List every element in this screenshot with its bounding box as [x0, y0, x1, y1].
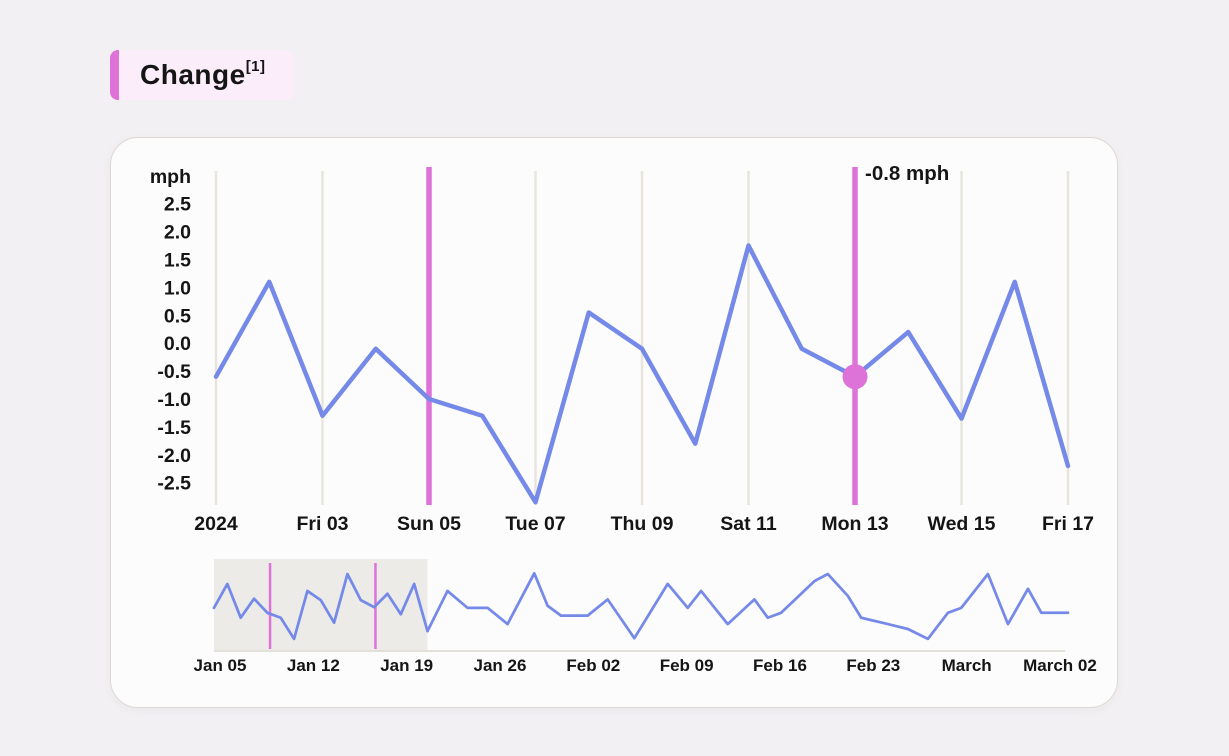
y-axis-unit-label: mph: [150, 166, 191, 188]
chart-card: 2.5 2.0 1.5 1.0 0.5 0.0 -0.5 -1.0 -1.5 -2.0 -2.5 mp…: [110, 137, 1118, 708]
y-tick-label: -2.5: [157, 473, 191, 495]
y-tick-label: 0.5: [164, 305, 191, 327]
y-tick-label: -1.5: [157, 417, 191, 439]
y-tick-label: -0.5: [157, 361, 191, 383]
y-tick-label: 2.0: [164, 222, 191, 244]
title-label: Change: [140, 59, 246, 90]
main-x-tick-label: Fri 17: [1042, 513, 1094, 535]
y-tick-label: 0.0: [164, 333, 191, 355]
selected-value-label: -0.8 mph: [865, 162, 949, 185]
overview-x-tick-label: March 02: [1023, 656, 1097, 675]
overview-x-tick-label: Jan 26: [474, 656, 527, 675]
main-x-tick-label: Fri 03: [296, 513, 348, 535]
main-x-tick-label: Sat 11: [720, 513, 777, 535]
main-x-tick-label: Wed 15: [928, 513, 996, 535]
title-accent-bar: [110, 50, 119, 100]
chart-canvas: 2.5 2.0 1.5 1.0 0.5 0.0 -0.5 -1.0 -1.5 -2.0 -2.5 mp…: [150, 162, 1097, 675]
main-x-tick-label: Tue 07: [505, 513, 565, 535]
y-tick-label: 1.0: [164, 277, 191, 299]
overview-x-tick-label: Feb 23: [846, 656, 900, 675]
overview-x-tick-label: March: [942, 656, 992, 675]
y-tick-label: 1.5: [164, 250, 191, 272]
main-x-tick-label: Mon 13: [821, 513, 888, 535]
main-x-tick-label: 2024: [194, 513, 238, 535]
y-tick-label: -1.0: [157, 389, 191, 411]
overview-chart[interactable]: Jan 05 Jan 12 Jan 19 Jan 26 Feb 02 Feb 09 Feb …: [194, 559, 1097, 675]
title-superscript: [1]: [245, 57, 266, 75]
overview-x-tick-label: Jan 19: [380, 656, 433, 675]
main-x-tick-label: Sun 05: [397, 513, 461, 535]
overview-x-tick-label: Feb 09: [660, 656, 714, 675]
main-series-line: [213, 243, 1071, 505]
overview-x-tick-label: Feb 16: [753, 656, 807, 675]
title-chip: Change[1]: [110, 50, 294, 100]
selected-point-dot[interactable]: [842, 364, 868, 390]
y-tick-label: -2.0: [157, 445, 191, 467]
overview-x-tick-label: Feb 02: [566, 656, 620, 675]
overview-series-line: [212, 571, 1070, 641]
y-tick-label: 2.5: [164, 194, 191, 216]
overview-x-tick-label: Jan 12: [287, 656, 340, 675]
main-chart[interactable]: 2.5 2.0 1.5 1.0 0.5 0.0 -0.5 -1.0 -1.5 -2.0 -2.5 mp…: [150, 162, 1094, 535]
page-title: Change[1]: [140, 57, 266, 90]
main-x-tick-label: Thu 09: [611, 513, 674, 535]
overview-x-tick-label: Jan 05: [194, 656, 247, 675]
